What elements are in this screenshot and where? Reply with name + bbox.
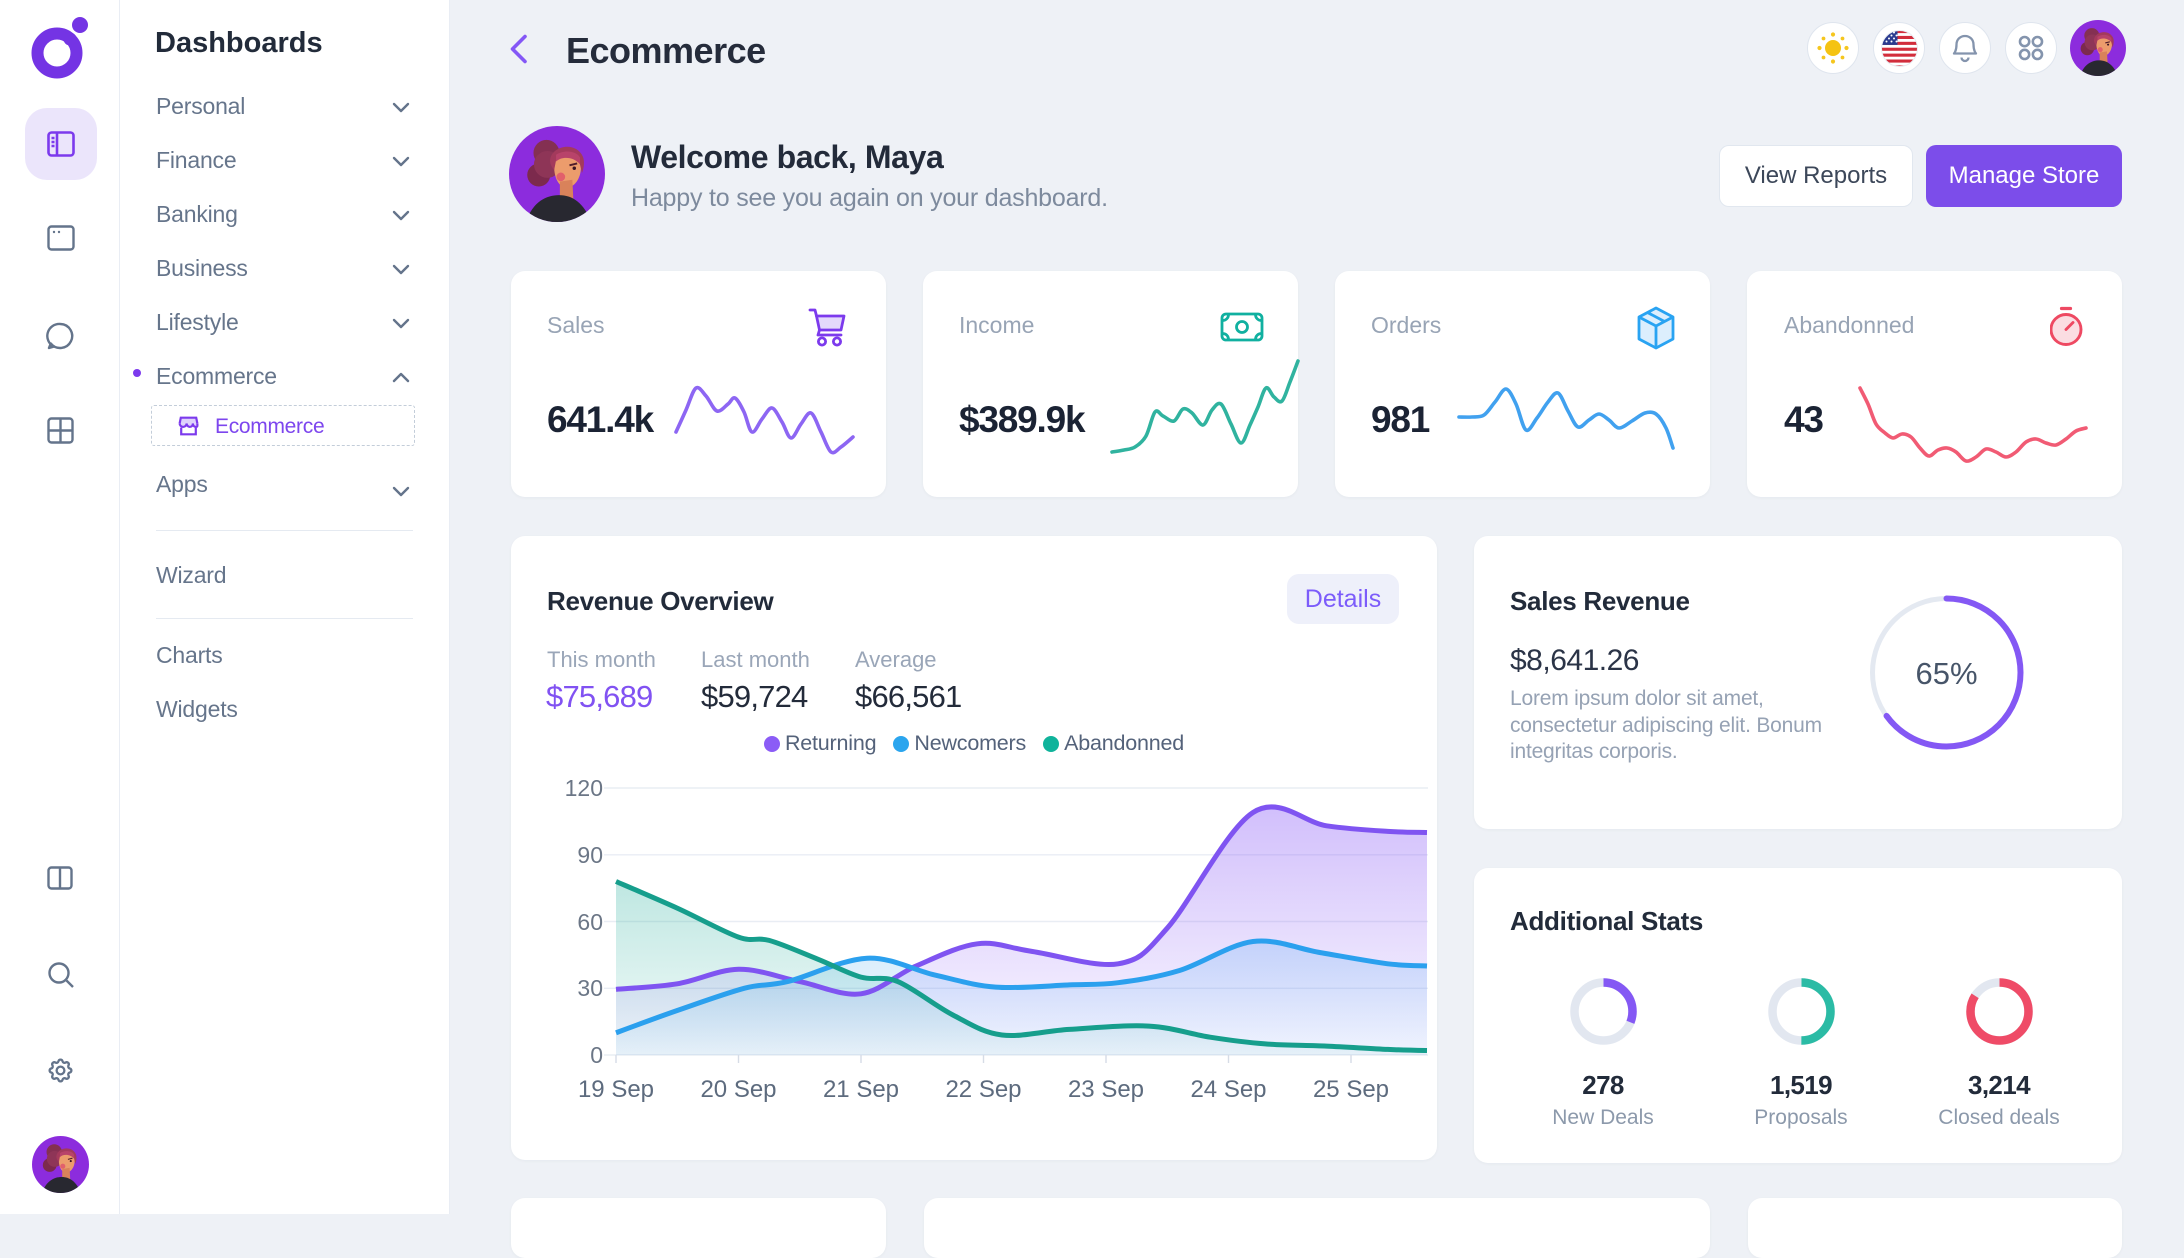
- svg-text:65%: 65%: [1915, 656, 1977, 691]
